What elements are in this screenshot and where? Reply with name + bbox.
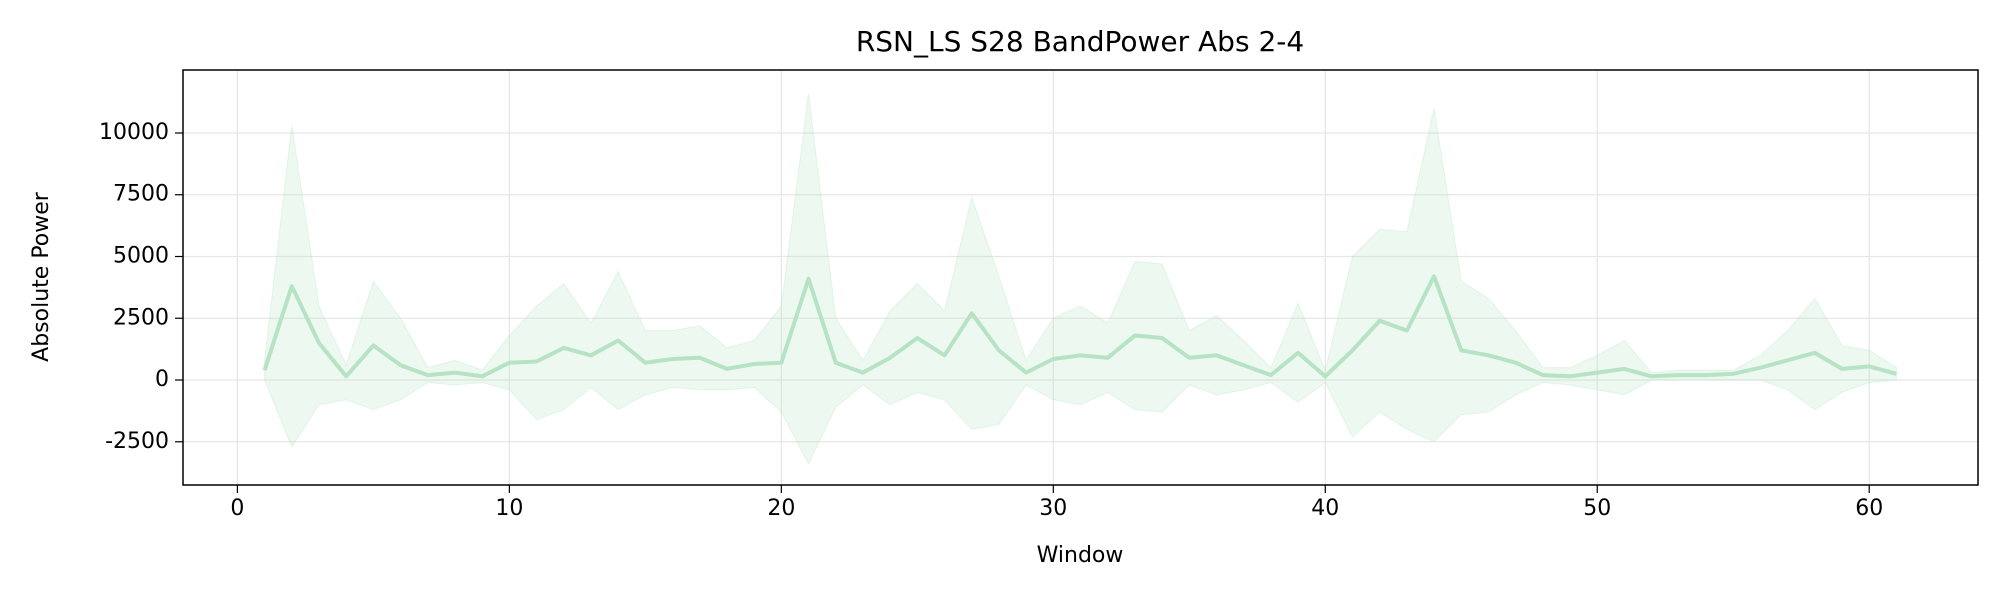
x-tick-label: 20 — [767, 496, 795, 521]
y-tick-label: -2500 — [105, 429, 169, 454]
y-tick-label: 0 — [155, 367, 169, 392]
x-tick-label: 30 — [1039, 496, 1067, 521]
x-tick-label: 40 — [1311, 496, 1339, 521]
y-tick-label: 7500 — [113, 182, 169, 207]
line — [262, 274, 1897, 379]
plot-frame — [182, 69, 1979, 486]
y-tick-label: 2500 — [113, 305, 169, 330]
y-tick-label: 10000 — [99, 120, 169, 145]
x-tick-label: 0 — [230, 496, 244, 521]
y-axis-label: Absolute Power — [29, 191, 54, 362]
y-tick-label: 5000 — [113, 244, 169, 269]
x-axis-label: Window — [1037, 543, 1124, 568]
chart-title: RSN_LS S28 BandPower Abs 2-4 — [856, 25, 1304, 58]
x-tick-label: 10 — [495, 496, 523, 521]
x-tick-label: 50 — [1583, 496, 1611, 521]
band — [264, 93, 1897, 466]
x-tick-label: 60 — [1855, 496, 1883, 521]
